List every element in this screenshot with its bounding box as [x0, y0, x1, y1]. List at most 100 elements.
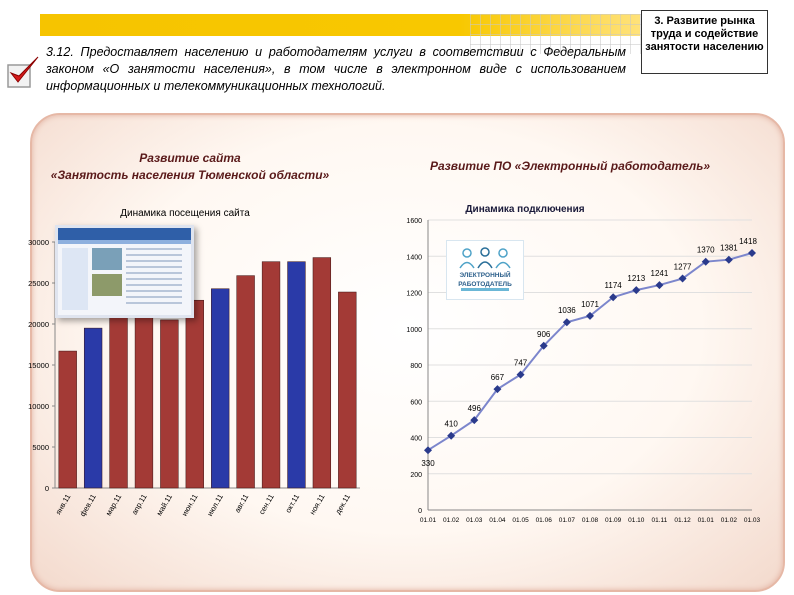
bar-x-tick-label: окт.11: [283, 493, 301, 515]
line-x-tick-label: 01.02: [721, 517, 738, 524]
bar: [236, 275, 255, 489]
bar-chart-title: Динамика посещения сайта: [120, 208, 250, 219]
line-x-tick-label: 01.11: [652, 517, 668, 524]
bar-x-tick-label: янв.11: [54, 493, 73, 517]
line-x-tick-label: 01.03: [744, 517, 761, 524]
line-y-tick-label: 400: [410, 436, 422, 443]
bar-y-tick-label: 10000: [28, 402, 49, 411]
line-point: [470, 416, 479, 425]
bar-y-tick-label: 25000: [28, 279, 49, 288]
line-point: [562, 318, 571, 327]
bar: [83, 327, 103, 489]
line-x-tick-label: 01.05: [512, 517, 529, 524]
section-title: 3. Развитие рынка труда и содействие зан…: [645, 15, 764, 53]
line-x-tick-label: 01.01: [420, 517, 437, 524]
line-data-label: 410: [444, 420, 458, 429]
bar-x-tick-label: мар.11: [104, 493, 123, 518]
line-point: [586, 311, 594, 320]
line-point: [424, 446, 432, 455]
bar-y-tick-label: 15000: [28, 361, 49, 370]
bar-x-tick-label: июн.11: [180, 493, 200, 518]
left-heading-line2: «Занятость населения Тюменской области»: [50, 168, 330, 182]
bar: [109, 303, 128, 489]
line-x-tick-label: 01.09: [605, 517, 622, 524]
bar-x-tick-label: авг.11: [233, 493, 251, 515]
bar: [261, 261, 281, 489]
connections-line-chart: Динамика подключения 0 200 400 600 800 1000 120…: [406, 204, 761, 524]
bar-y-tick-label: 30000: [28, 238, 49, 247]
line-point: [447, 431, 456, 440]
line-y-tick-label: 600: [410, 399, 422, 406]
bar-x-tick-label: июл.11: [205, 493, 225, 518]
line-y-tick-label: 1200: [406, 291, 422, 298]
line-data-label: 1418: [739, 237, 757, 246]
bar: [160, 319, 179, 489]
line-data-label: 496: [468, 404, 482, 413]
line-x-tick-label: 01.07: [559, 517, 576, 524]
line-point: [632, 286, 641, 295]
line-y-tick-label: 200: [410, 472, 422, 479]
logo-line2: РАБОТОДАТЕЛЬ: [458, 281, 512, 288]
bar-x-tick-label: май.11: [155, 493, 174, 518]
line-data-label: 1241: [651, 269, 669, 278]
line-x-tick-label: 01.12: [674, 517, 691, 524]
line-x-tick-label: 01.03: [466, 517, 483, 524]
line-point: [539, 341, 548, 350]
line-y-tick-label: 1000: [406, 327, 422, 334]
line-point: [724, 255, 733, 264]
line-y-tick-label: 1600: [406, 218, 422, 225]
right-section-heading: Развитие ПО «Электронный работодатель»: [429, 159, 711, 173]
bar: [287, 261, 306, 489]
bar-x-tick-label: ноя.11: [308, 493, 327, 517]
logo-line1: ЭЛЕКТРОННЫЙ: [459, 272, 511, 279]
bar-x-tick-label: сен.11: [257, 493, 276, 516]
section-title-box: 3. Развитие рынка труда и содействие зан…: [641, 10, 768, 74]
line-x-tick-label: 01.10: [628, 517, 645, 524]
line-point: [516, 370, 525, 379]
line-x-tick-label: 01.01: [698, 517, 715, 524]
left-section-heading: Развитие сайта «Занятость населения Тюме…: [40, 150, 340, 184]
line-data-label: 1381: [720, 244, 738, 253]
e-employer-logo: ЭЛЕКТРОННЫЙ РАБОТОДАТЕЛЬ: [446, 240, 524, 300]
bar-y-tick-label: 0: [45, 484, 49, 493]
line-point: [701, 257, 710, 266]
line-data-label: 1174: [605, 281, 623, 290]
bar-x-tick-label: апр.11: [130, 493, 149, 517]
line-y-tick-label: 1400: [406, 254, 422, 261]
content-panel: [30, 113, 785, 592]
line-y-tick-label: 800: [410, 363, 422, 370]
intro-text: 3.12. Предоставляет населению и работода…: [46, 45, 626, 93]
line-data-label: 1370: [697, 246, 715, 255]
bar: [185, 299, 204, 489]
line-data-label: 1036: [558, 306, 576, 315]
bar-x-tick-label: фев.11: [78, 493, 98, 518]
bar: [211, 288, 230, 489]
line-data-label: 747: [514, 359, 528, 368]
line-x-tick-label: 01.08: [582, 517, 599, 524]
line-point: [609, 293, 618, 302]
bar: [134, 314, 154, 489]
bar-y-tick-label: 5000: [32, 443, 49, 452]
people-icon: [459, 247, 511, 269]
line-point: [655, 281, 664, 290]
bar-x-tick-label: дек.11: [333, 493, 352, 516]
line-y-tick-label: 0: [418, 508, 422, 515]
line-data-label: 906: [537, 330, 551, 339]
line-x-tick-label: 01.06: [536, 517, 553, 524]
website-screenshot: [55, 225, 194, 318]
logo-band: [461, 288, 509, 291]
line-point: [678, 274, 687, 283]
line-data-label: 1071: [581, 300, 599, 309]
line-x-tick-label: 01.02: [443, 517, 460, 524]
line-data-label: 330: [421, 459, 435, 468]
checkmark-icon: [7, 56, 39, 88]
bar: [58, 350, 77, 489]
header-grid-pattern: [470, 14, 645, 54]
bar-y-tick-label: 20000: [28, 320, 49, 329]
line-chart-title: Динамика подключения: [465, 204, 584, 215]
line-point: [493, 385, 502, 394]
bar: [312, 257, 332, 489]
line-x-tick-label: 01.04: [489, 517, 506, 524]
line-data-label: 1277: [674, 263, 692, 272]
line-data-label: 667: [491, 373, 505, 382]
